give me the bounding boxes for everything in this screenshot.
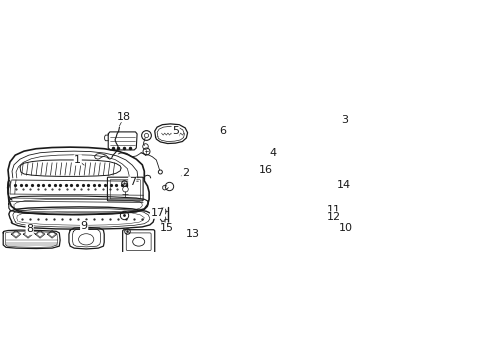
Text: 6: 6 [219, 126, 225, 136]
Text: 15: 15 [159, 223, 173, 233]
Text: 14: 14 [336, 180, 350, 190]
Text: 18: 18 [117, 112, 131, 122]
Text: 17: 17 [150, 208, 164, 218]
Text: 12: 12 [326, 212, 340, 222]
Text: 2: 2 [182, 168, 189, 178]
Text: 9: 9 [81, 221, 87, 231]
Text: 11: 11 [326, 205, 340, 215]
Text: 4: 4 [268, 148, 276, 158]
Text: 10: 10 [338, 223, 352, 233]
Text: 3: 3 [341, 115, 347, 125]
Text: 8: 8 [26, 224, 33, 234]
Text: 13: 13 [185, 229, 199, 239]
Text: 7: 7 [128, 177, 136, 187]
Text: 1: 1 [74, 155, 81, 165]
Text: 5: 5 [172, 126, 179, 136]
Text: 16: 16 [258, 165, 272, 175]
